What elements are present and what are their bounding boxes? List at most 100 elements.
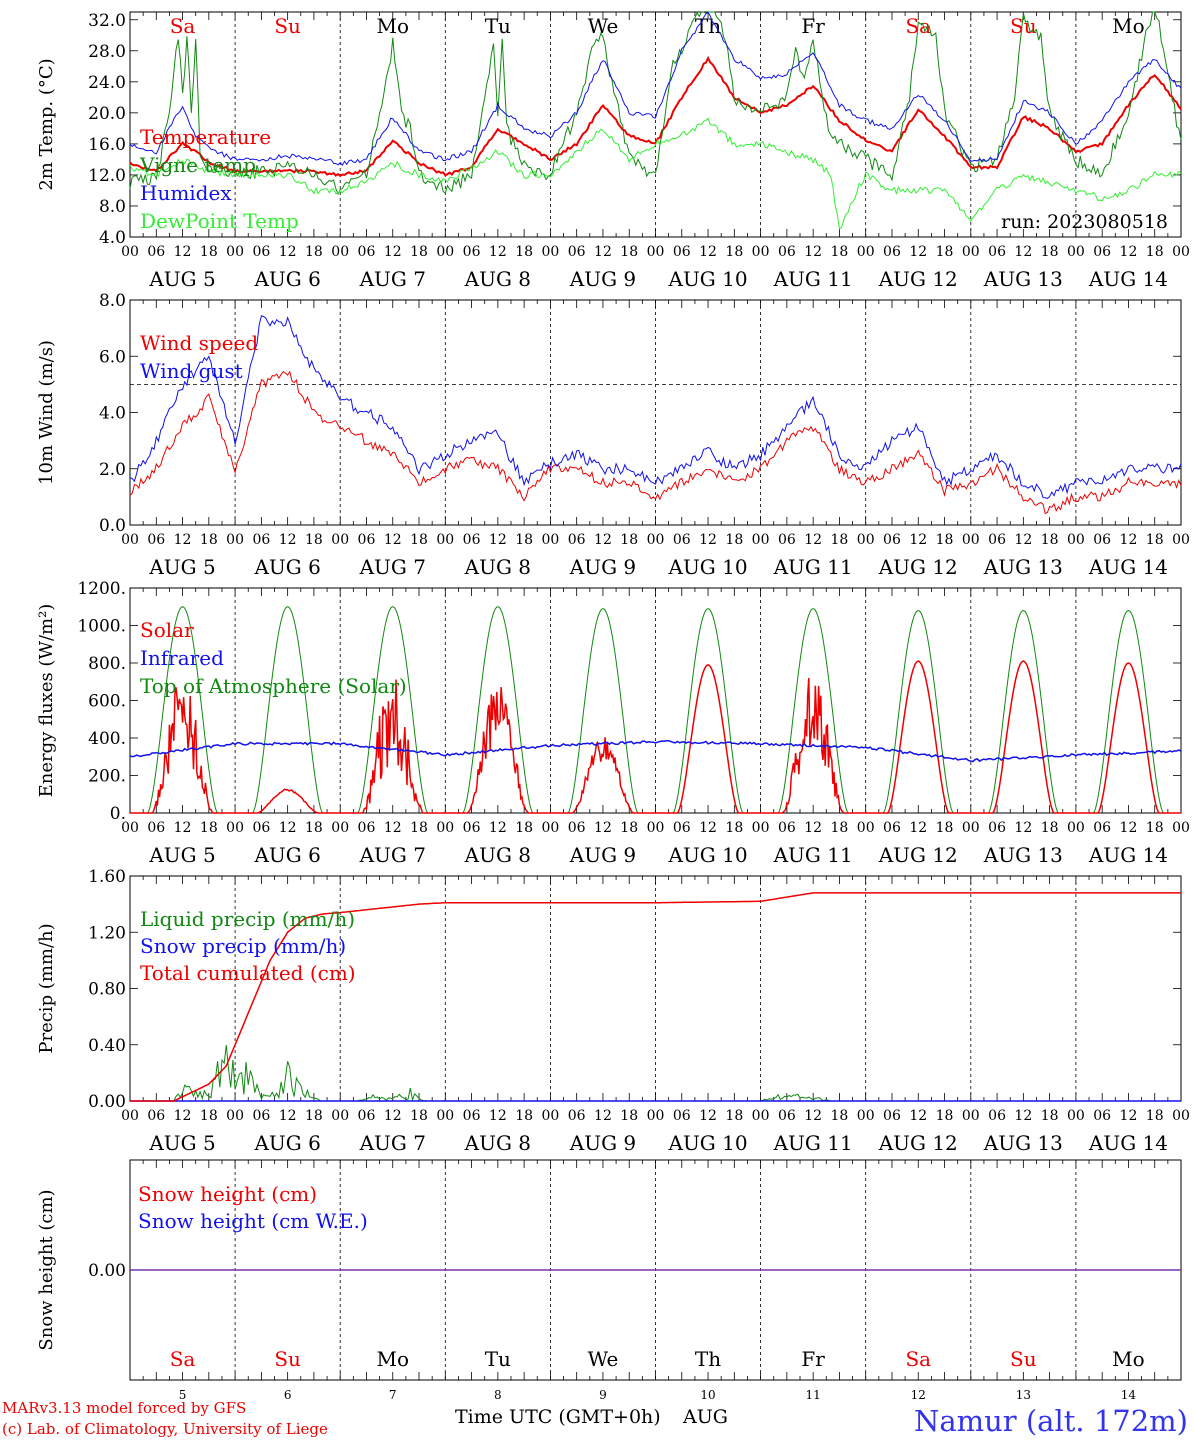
day-of-week-label: Sa [905,1347,931,1371]
y-tick-label: 0.00 [88,1092,126,1112]
day-date-label: AUG 13 [983,843,1063,867]
day-number-label: 5 [179,1388,187,1402]
y-tick-label: 2.0 [99,460,126,480]
hour-tick-label: 06 [988,532,1006,548]
run-label: run: 2023080518 [1001,211,1168,233]
hour-tick-label: 18 [200,820,218,836]
hour-tick-label: 18 [620,820,638,836]
day-date-label: AUG 8 [464,555,531,579]
hour-tick-label: 18 [305,1108,323,1124]
hour-tick-label: 18 [515,820,533,836]
hour-tick-label: 00 [436,532,454,548]
day-date-label: AUG 14 [1088,267,1168,291]
hour-tick-label: 06 [147,532,165,548]
hour-tick-label: 00 [226,820,244,836]
day-date-label: AUG 10 [668,843,748,867]
y-tick-label: 600. [88,692,126,712]
day-number-label: 13 [1016,1388,1031,1402]
day-of-week-label: Su [274,14,301,38]
day-number-label: 12 [911,1388,926,1402]
y-tick-label: 1.20 [88,923,126,943]
hour-tick-label: 12 [1120,820,1138,836]
day-date-label: AUG 12 [878,267,958,291]
hour-tick-label: 00 [1067,820,1085,836]
day-date-label: AUG 12 [878,555,958,579]
hour-tick-label: 00 [647,244,665,260]
legend-entry: Total cumulated (cm) [140,961,356,985]
panel-frame [129,587,1182,814]
y-tick-label: 8.0 [99,291,126,311]
y-tick-label: 0.00 [88,1261,126,1281]
day-date-label: AUG 11 [773,555,853,579]
hour-tick-label: 12 [909,244,927,260]
hour-tick-label: 18 [936,1108,954,1124]
hour-tick-label: 12 [699,244,717,260]
day-of-week-label: We [588,14,619,38]
day-date-label: AUG 8 [464,1131,531,1155]
day-date-label: AUG 8 [464,267,531,291]
hour-tick-label: 12 [804,1108,822,1124]
hour-tick-label: 12 [699,820,717,836]
day-date-label: AUG 14 [1088,555,1168,579]
hour-tick-label: 00 [331,532,349,548]
y-tick-label: 1.60 [88,867,126,887]
day-of-week-label: Tu [485,1347,511,1371]
hour-tick-label: 00 [647,1108,665,1124]
day-date-label: AUG 7 [359,843,426,867]
y-tick-label: 800. [88,654,126,674]
day-number-label: 14 [1121,1388,1137,1402]
hour-tick-label: 00 [1172,244,1190,260]
day-of-week-label: Mo [376,1347,409,1371]
hour-tick-label: 06 [568,532,586,548]
hour-tick-label: 12 [909,1108,927,1124]
day-date-label: AUG 11 [773,267,853,291]
hour-tick-label: 06 [147,820,165,836]
hour-tick-label: 00 [436,1108,454,1124]
hour-tick-label: 06 [1093,820,1111,836]
hour-tick-label: 00 [1067,532,1085,548]
hour-tick-label: 00 [1067,244,1085,260]
hour-tick-label: 12 [489,820,507,836]
day-date-label: AUG 5 [148,843,215,867]
hour-tick-label: 18 [1146,532,1164,548]
y-tick-label: 1000. [77,617,126,637]
hour-tick-label: 12 [1120,244,1138,260]
legend-entry: Temperature [140,125,271,149]
y-tick-label: 24.0 [88,73,126,93]
day-number-label: 7 [389,1388,397,1402]
y-tick-label: 28.0 [88,42,126,62]
hour-tick-label: 00 [436,244,454,260]
day-number-label: 11 [806,1388,821,1402]
hour-tick-label: 18 [936,532,954,548]
day-date-label: AUG 7 [359,1131,426,1155]
hour-tick-label: 06 [568,244,586,260]
hour-tick-label: 18 [725,1108,743,1124]
day-date-label: AUG 9 [569,1131,636,1155]
hour-tick-label: 18 [410,244,428,260]
legend-entry: Infrared [140,646,224,670]
station-label: Namur (alt. 172m) [914,1404,1188,1438]
hour-tick-label: 06 [883,244,901,260]
hour-tick-label: 18 [200,244,218,260]
hour-tick-label: 00 [541,244,559,260]
hour-tick-label: 06 [147,244,165,260]
hour-tick-label: 06 [1093,244,1111,260]
legend-entry: Snow height (cm W.E.) [138,1209,368,1233]
hour-tick-label: 06 [988,1108,1006,1124]
hour-tick-label: 00 [962,532,980,548]
hour-tick-label: 00 [331,244,349,260]
hour-tick-label: 06 [778,820,796,836]
hour-tick-label: 00 [962,244,980,260]
y-tick-label: 6.0 [99,347,126,367]
hour-tick-label: 12 [384,820,402,836]
hour-tick-label: 00 [541,1108,559,1124]
hour-tick-label: 06 [673,1108,691,1124]
hour-tick-label: 12 [279,820,297,836]
hour-tick-label: 06 [778,1108,796,1124]
hour-tick-label: 00 [226,532,244,548]
hour-tick-label: 00 [331,820,349,836]
hour-tick-label: 12 [384,244,402,260]
hour-tick-label: 12 [489,532,507,548]
hour-tick-label: 12 [1014,1108,1032,1124]
